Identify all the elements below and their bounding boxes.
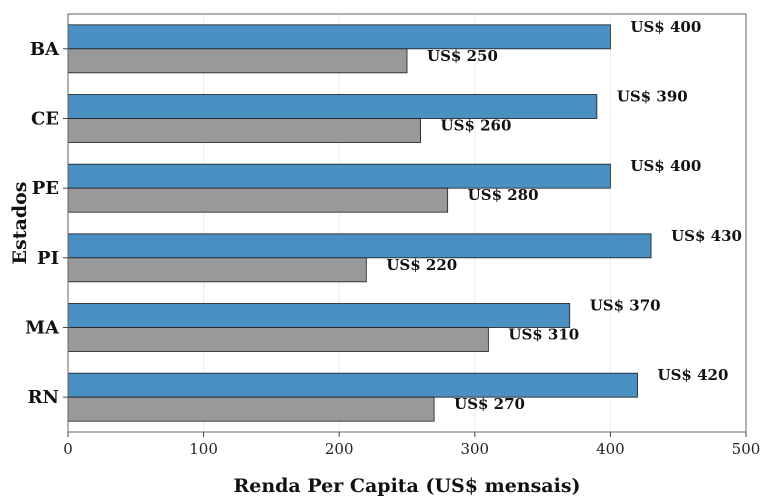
y-tick-label-pi: PI bbox=[37, 248, 59, 269]
y-tick-label-ma: MA bbox=[25, 318, 60, 339]
bar-pi-series-2 bbox=[67, 257, 367, 283]
data-label-pe-series-1: US$ 400 bbox=[630, 157, 701, 175]
x-tick-label: 200 bbox=[325, 440, 354, 458]
x-axis-title: Renda Per Capita (US$ mensais) bbox=[233, 475, 580, 497]
data-label-ma-series-2: US$ 310 bbox=[508, 326, 579, 344]
x-tick-label: 400 bbox=[596, 440, 625, 458]
bars bbox=[67, 24, 652, 422]
y-axis-title: Estados bbox=[9, 182, 31, 265]
data-label-ba-series-1: US$ 400 bbox=[630, 18, 701, 36]
bar-rn-series-1 bbox=[67, 372, 638, 398]
data-label-ce-series-2: US$ 260 bbox=[441, 117, 512, 135]
data-label-rn-series-1: US$ 420 bbox=[658, 366, 729, 384]
x-tick-label: 300 bbox=[460, 440, 489, 458]
data-label-ma-series-1: US$ 370 bbox=[590, 297, 661, 315]
bar-pe-series-1 bbox=[67, 163, 611, 189]
x-tick-label: 500 bbox=[732, 440, 761, 458]
x-tick-label: 0 bbox=[63, 440, 73, 458]
y-tick-label-rn: RN bbox=[28, 387, 59, 408]
data-label-ba-series-2: US$ 250 bbox=[427, 47, 498, 65]
data-label-pi-series-1: US$ 430 bbox=[671, 227, 742, 245]
y-tick-label-ce: CE bbox=[31, 109, 59, 130]
bar-pe-series-2 bbox=[67, 187, 449, 213]
bar-ba-series-2 bbox=[67, 48, 408, 74]
bar-ma-series-1 bbox=[67, 303, 571, 328]
data-labels: US$ 400 US$ 250 US$ 390 US$ 260 US$ 400 US$ 2… bbox=[386, 18, 742, 413]
y-tick-label-pe: PE bbox=[32, 178, 59, 199]
x-tick-label: 100 bbox=[189, 440, 218, 458]
bar-pi-series-1 bbox=[67, 233, 652, 259]
y-tick-label-ba: BA bbox=[30, 39, 60, 60]
data-label-ce-series-1: US$ 390 bbox=[617, 88, 688, 106]
bar-ba-series-1 bbox=[67, 24, 611, 50]
data-label-pi-series-2: US$ 220 bbox=[386, 256, 457, 274]
x-axis-ticks: 0 100 200 300 400 500 bbox=[63, 432, 760, 458]
bar-rn-series-2 bbox=[67, 396, 435, 422]
data-label-rn-series-2: US$ 270 bbox=[454, 395, 525, 413]
data-label-pe-series-2: US$ 280 bbox=[468, 186, 539, 204]
plot-frame bbox=[67, 13, 747, 433]
bar-ce-series-2 bbox=[67, 118, 421, 143]
y-axis-ticks: BA CE PE PI MA RN bbox=[25, 39, 68, 408]
bar-ce-series-1 bbox=[67, 94, 598, 119]
bar-ma-series-2 bbox=[67, 327, 489, 352]
grid-lines bbox=[67, 14, 747, 432]
